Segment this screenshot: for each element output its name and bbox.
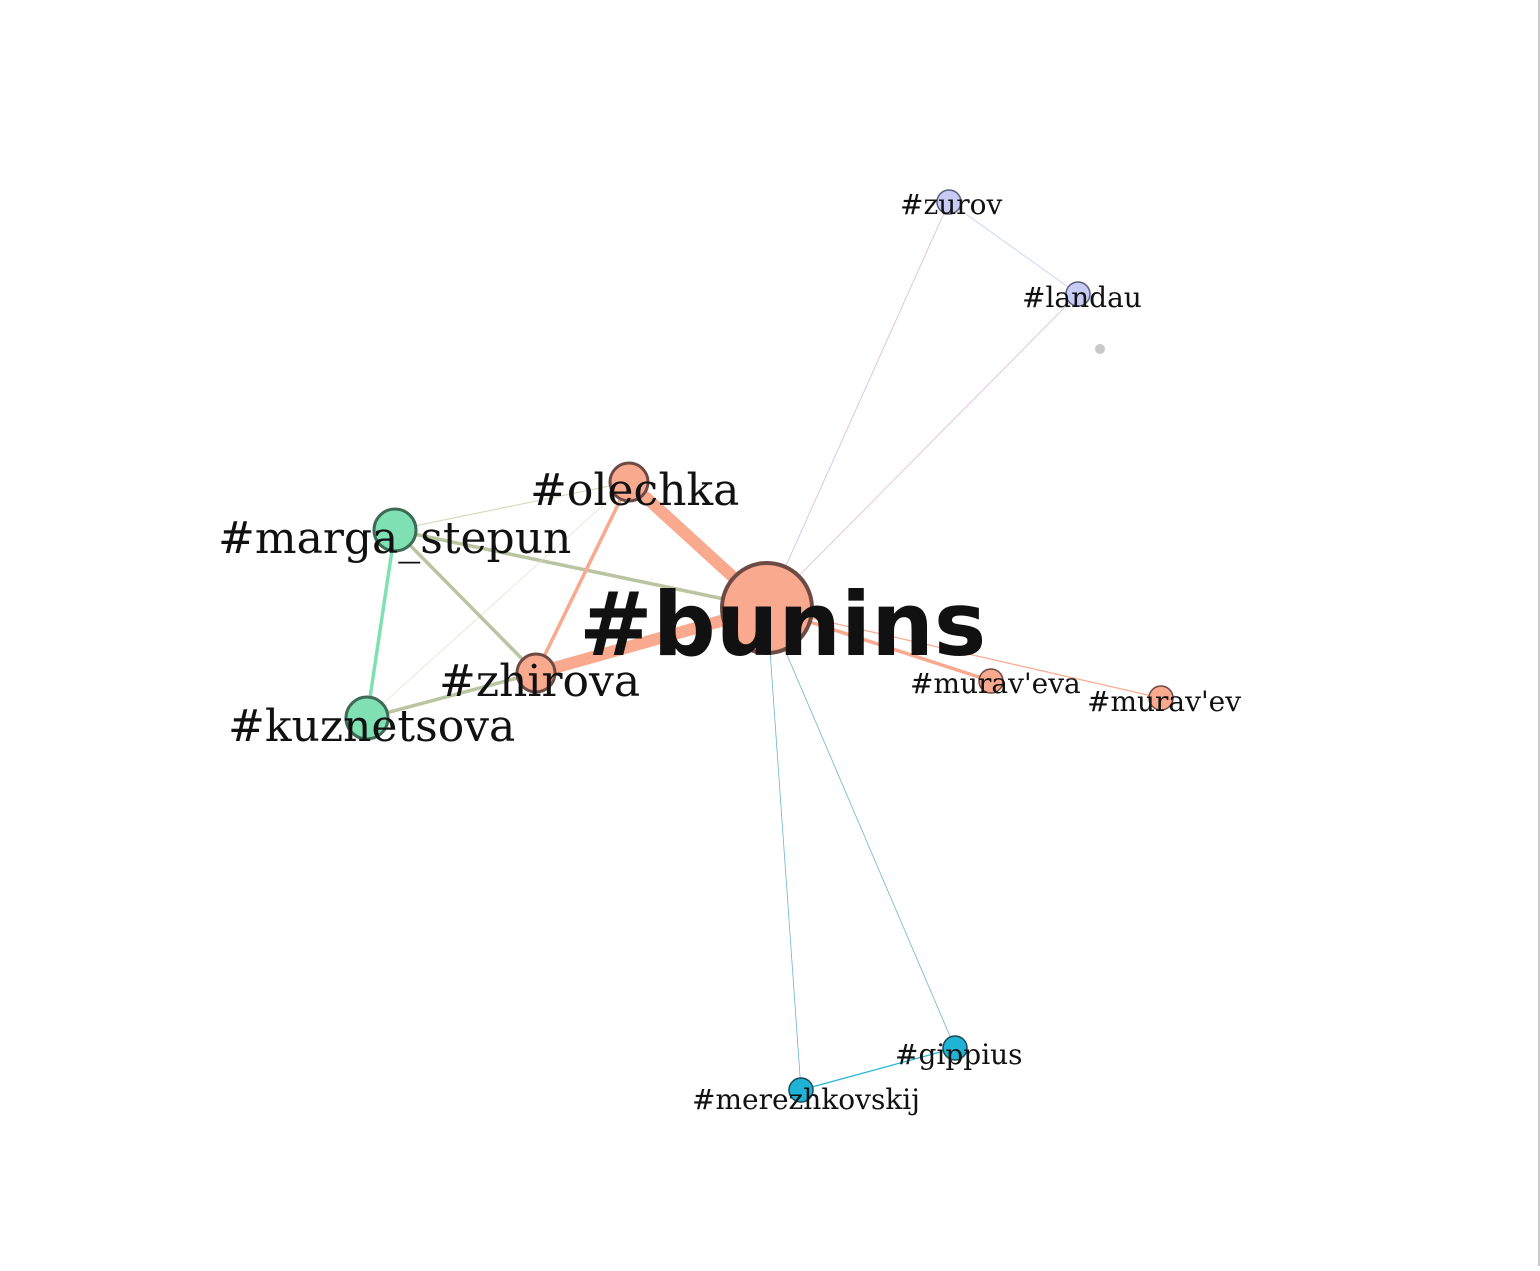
edge-zurov-landau bbox=[948, 201, 1079, 295]
edge-bunins-murav_ev bbox=[766, 607, 1162, 699]
node-murav-eva[interactable] bbox=[978, 668, 1004, 694]
node-bunins[interactable] bbox=[720, 561, 814, 655]
node-merezhkovskij[interactable] bbox=[788, 1077, 814, 1103]
edge-olechka-zhirova bbox=[534, 480, 631, 675]
node-zurov[interactable] bbox=[936, 189, 962, 215]
edge-olechka-marga_stepun bbox=[394, 481, 630, 531]
edge-bunins-merezhkovskij bbox=[766, 607, 802, 1091]
label-murav-eva: #murav'eva bbox=[910, 667, 1081, 700]
label-bunins: #bunins bbox=[579, 573, 986, 676]
edge-gippius-merezhkovskij bbox=[800, 1047, 956, 1091]
label-landau: #landau bbox=[1022, 281, 1142, 314]
node-layer bbox=[344, 189, 1174, 1103]
label-gippius: #gippius bbox=[895, 1038, 1023, 1071]
label-zurov: #zurov bbox=[900, 188, 1002, 221]
edge-marga_stepun-kuznetsova bbox=[365, 528, 397, 720]
node-marga-stepun[interactable] bbox=[372, 507, 418, 553]
node-isolated[interactable] bbox=[1095, 344, 1105, 354]
label-murav-ev: #murav'ev bbox=[1087, 685, 1241, 718]
edge-bunins-gippius bbox=[766, 607, 956, 1049]
label-kuznetsova: #kuznetsova bbox=[228, 701, 515, 752]
node-landau[interactable] bbox=[1065, 281, 1091, 307]
label-olechka: #olechka bbox=[530, 465, 739, 516]
canvas-right-border bbox=[1538, 0, 1540, 1266]
node-zhirova[interactable] bbox=[515, 652, 557, 694]
label-zhirova: #zhirova bbox=[439, 656, 640, 707]
edge-bunins-landau bbox=[766, 293, 1079, 609]
edge-marga_stepun-zhirova bbox=[393, 528, 538, 675]
node-kuznetsova[interactable] bbox=[344, 695, 390, 741]
edge-bunins-zurov bbox=[766, 201, 950, 609]
edge-zhirova-kuznetsova bbox=[365, 671, 538, 720]
edge-olechka-kuznetsova bbox=[366, 481, 630, 719]
node-olechka[interactable] bbox=[608, 461, 650, 503]
node-gippius[interactable] bbox=[942, 1035, 968, 1061]
label-merezhkovskij: #merezhkovskij bbox=[692, 1083, 920, 1116]
label-layer: #bunins #olechka #zhirova #marga_stepun #kuz… bbox=[218, 188, 1241, 1116]
edge-bunins-marga_stepun bbox=[393, 528, 769, 610]
node-murav-ev[interactable] bbox=[1148, 685, 1174, 711]
label-marga-stepun: #marga_stepun bbox=[218, 513, 571, 564]
